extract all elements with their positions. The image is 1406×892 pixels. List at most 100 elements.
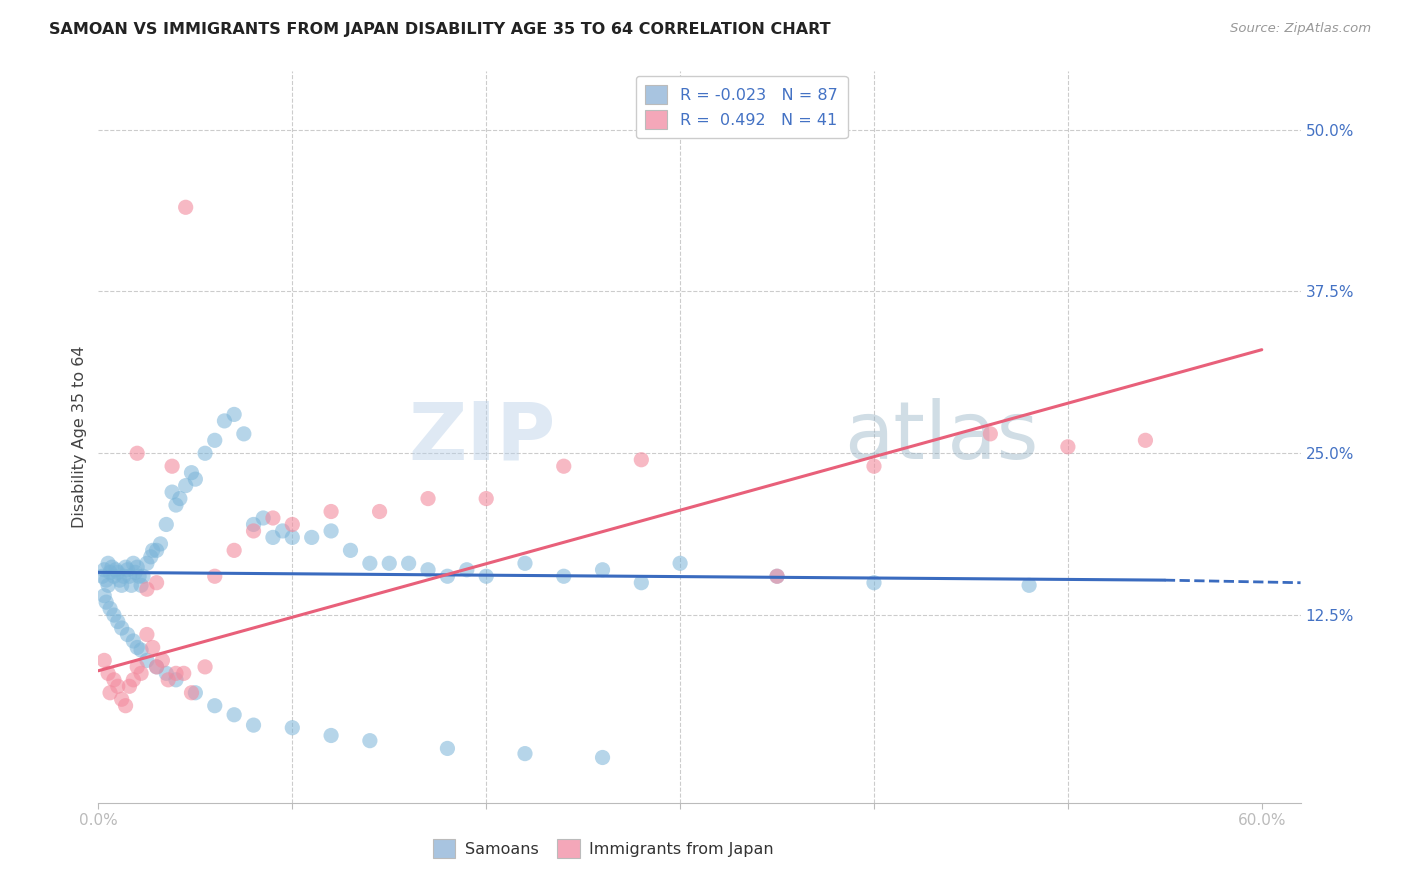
Point [122, 673, 145, 687]
Point [204, 434, 226, 448]
Point [319, 729, 342, 743]
Point [112, 569, 135, 583]
Point [979, 426, 1001, 441]
Point [103, 608, 125, 623]
Point [863, 459, 886, 474]
Point [262, 530, 284, 544]
Point [145, 660, 167, 674]
Point [592, 563, 614, 577]
Point [475, 491, 498, 506]
Point [592, 750, 614, 764]
Point [155, 517, 177, 532]
Point [98, 686, 121, 700]
Point [160, 459, 183, 474]
Point [127, 660, 149, 674]
Point [214, 414, 236, 428]
Y-axis label: Disability Age 35 to 64: Disability Age 35 to 64 [72, 346, 87, 528]
Point [271, 524, 294, 538]
Point [224, 408, 246, 422]
Point [135, 582, 157, 597]
Point [475, 569, 498, 583]
Point [174, 200, 197, 214]
Point [103, 569, 125, 583]
Point [165, 666, 187, 681]
Point [122, 557, 145, 571]
Point [224, 707, 246, 722]
Point [128, 569, 150, 583]
Point [359, 733, 381, 747]
Point [232, 426, 254, 441]
Point [127, 446, 149, 460]
Point [96, 573, 118, 587]
Point [359, 557, 381, 571]
Point [107, 566, 129, 580]
Text: Source: ZipAtlas.com: Source: ZipAtlas.com [1230, 22, 1371, 36]
Point [142, 640, 165, 655]
Point [669, 557, 692, 571]
Point [173, 666, 195, 681]
Point [152, 653, 174, 667]
Point [97, 557, 120, 571]
Point [111, 621, 134, 635]
Point [135, 557, 157, 571]
Point [104, 563, 127, 577]
Point [319, 504, 342, 518]
Point [139, 549, 162, 564]
Point [630, 452, 652, 467]
Point [135, 627, 157, 641]
Point [436, 569, 458, 583]
Point [1135, 434, 1157, 448]
Point [378, 557, 401, 571]
Point [368, 504, 391, 518]
Text: ZIP: ZIP [408, 398, 555, 476]
Point [766, 569, 789, 583]
Point [142, 543, 165, 558]
Point [416, 563, 439, 577]
Point [416, 491, 439, 506]
Point [252, 511, 274, 525]
Point [97, 578, 120, 592]
Point [118, 679, 141, 693]
Point [118, 569, 141, 583]
Point [145, 660, 167, 674]
Point [456, 563, 478, 577]
Point [204, 569, 226, 583]
Point [127, 560, 149, 574]
Point [281, 530, 304, 544]
Point [91, 569, 114, 583]
Point [122, 634, 145, 648]
Point [174, 478, 197, 492]
Point [98, 601, 121, 615]
Point [96, 595, 118, 609]
Point [398, 557, 420, 571]
Point [149, 537, 172, 551]
Point [165, 673, 187, 687]
Point [98, 566, 121, 580]
Point [107, 615, 129, 629]
Point [281, 721, 304, 735]
Point [97, 666, 120, 681]
Point [242, 524, 264, 538]
Point [93, 653, 115, 667]
Point [111, 692, 134, 706]
Point [513, 557, 536, 571]
Point [107, 679, 129, 693]
Point [262, 511, 284, 525]
Point [863, 575, 886, 590]
Point [194, 660, 217, 674]
Point [553, 569, 575, 583]
Point [169, 491, 191, 506]
Point [117, 563, 139, 577]
Point [114, 698, 136, 713]
Point [101, 560, 124, 574]
Point [93, 589, 115, 603]
Legend: Samoans, Immigrants from Japan: Samoans, Immigrants from Japan [426, 833, 780, 864]
Point [114, 560, 136, 574]
Point [120, 578, 142, 592]
Point [630, 575, 652, 590]
Point [301, 530, 323, 544]
Point [129, 578, 152, 592]
Point [103, 673, 125, 687]
Point [1018, 578, 1040, 592]
Point [184, 686, 207, 700]
